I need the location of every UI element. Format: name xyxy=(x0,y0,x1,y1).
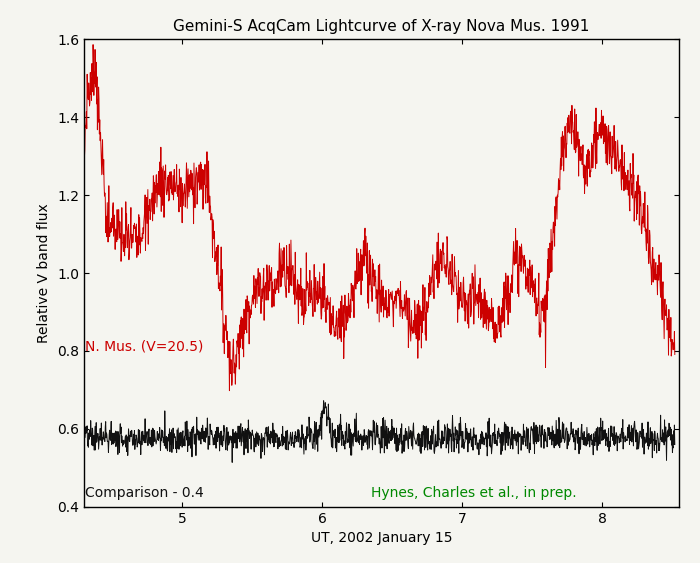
X-axis label: UT, 2002 January 15: UT, 2002 January 15 xyxy=(311,531,452,545)
Text: N. Mus. (V=20.5): N. Mus. (V=20.5) xyxy=(85,340,204,354)
Y-axis label: Relative V band flux: Relative V band flux xyxy=(38,203,52,343)
Text: Comparison - 0.4: Comparison - 0.4 xyxy=(85,486,204,500)
Text: Hynes, Charles et al., in prep.: Hynes, Charles et al., in prep. xyxy=(371,486,577,500)
Title: Gemini-S AcqCam Lightcurve of X-ray Nova Mus. 1991: Gemini-S AcqCam Lightcurve of X-ray Nova… xyxy=(174,19,589,34)
